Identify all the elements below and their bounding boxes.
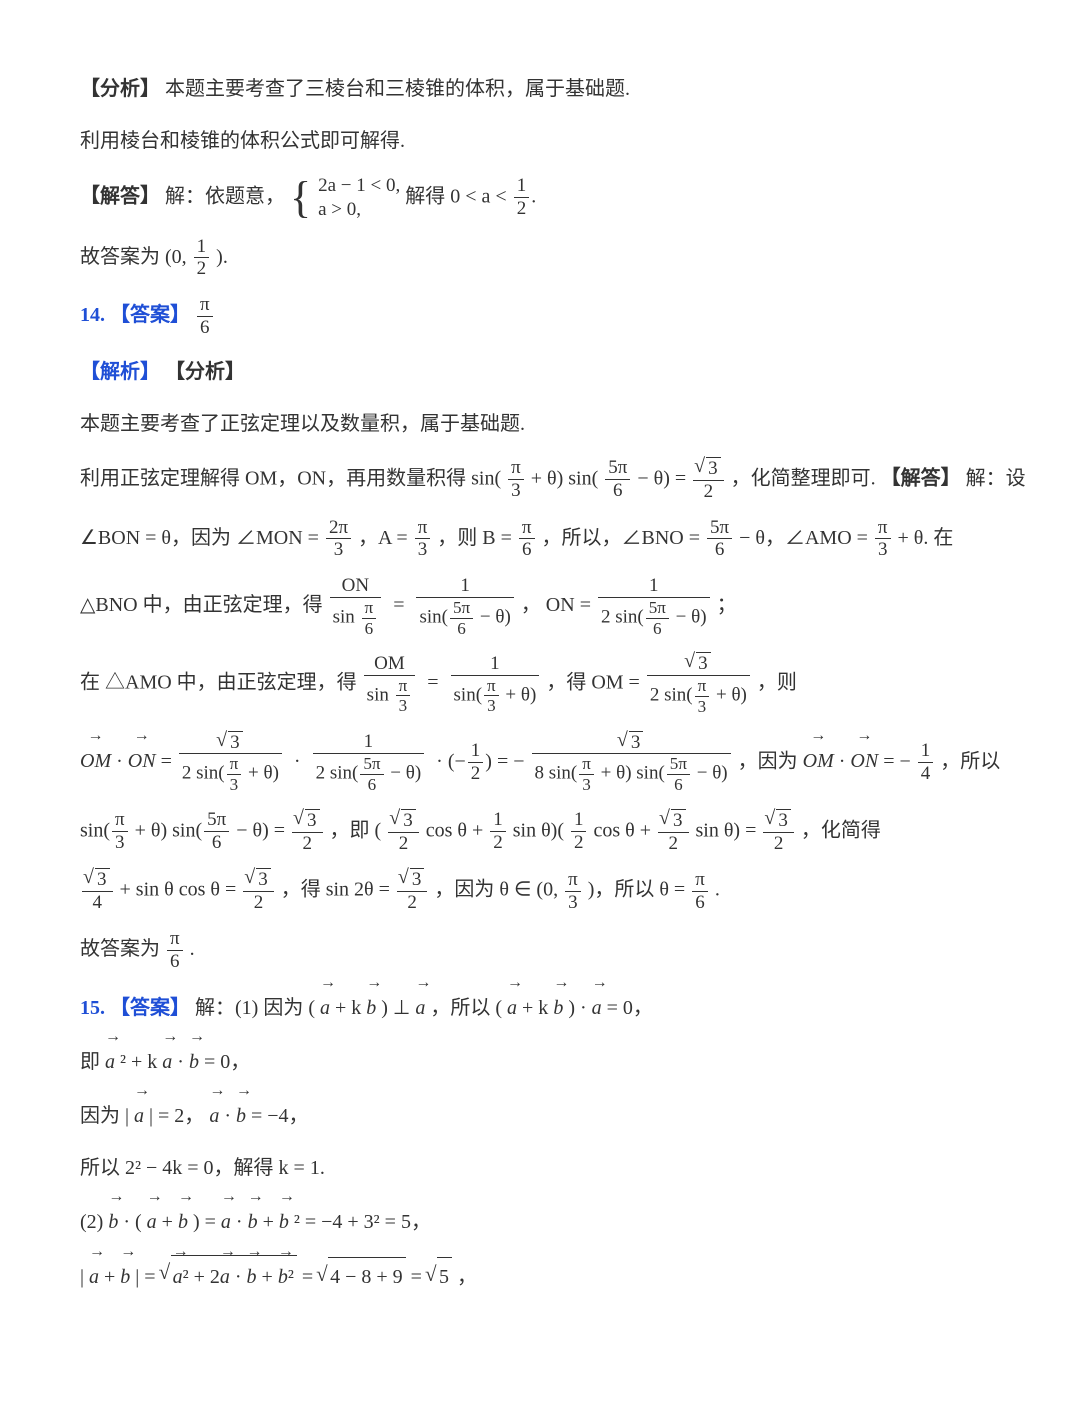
p-q14-answer: 14. 答案 π 6 xyxy=(80,294,1080,339)
p-8: △BNO 中，由正弦定理，得 ON sin π6 = 1 sin(5π6 − θ… xyxy=(80,575,1080,638)
t: ， ON = xyxy=(521,594,596,616)
p-12: 34 + sin θ cos θ = 32 ，得 sin 2θ = 32 ，因为… xyxy=(80,868,1080,914)
vec-OM: OM xyxy=(80,740,111,780)
label-answer-2: 答案 xyxy=(110,997,190,1019)
t: ∠BON = θ，因为 ∠MON = xyxy=(80,527,324,549)
text: 本题主要考查了正弦定理以及数量积，属于基础题. xyxy=(80,413,525,435)
text: 本题主要考查了三棱台和三棱锥的体积，属于基础题. xyxy=(165,78,630,100)
p-17: 所以 2² − 4k = 0，解得 k = 1. xyxy=(80,1149,1080,1187)
t: ，则 xyxy=(757,672,797,694)
t: ，A = xyxy=(358,527,413,549)
t: 在 △AMO 中，由正弦定理，得 xyxy=(80,672,362,694)
p-3: 解答 解：依题意， { 2a − 1 < 0, a > 0, 解得 0 < a … xyxy=(80,174,1080,222)
t: ，得 OM = xyxy=(546,672,645,694)
t: 利用正弦定理解得 OM，ON，再用数量积得 sin( xyxy=(80,467,501,489)
text: 故答案为 (0, xyxy=(80,245,192,267)
frac: 1 sin(5π6 − θ) xyxy=(414,575,515,638)
case-a: 2a − 1 < 0, xyxy=(318,174,400,198)
label-fenxi: 分析 xyxy=(80,78,160,100)
p-10: OM · ON = 3 2 sin(π3 + θ) · 1 2 sin(5π6 … xyxy=(80,731,1080,795)
p-11: sin(π3 + θ) sin(5π6 − θ) = 32 ，即 ( 32 co… xyxy=(80,809,1080,855)
t: + θ) sin( xyxy=(531,467,599,489)
brace: { xyxy=(290,176,313,220)
sqrt-big: a² + 2a · b + b² xyxy=(161,1255,297,1296)
label-analysis: 解析 xyxy=(80,361,160,383)
t: ，则 B = xyxy=(437,527,517,549)
t: − θ) = xyxy=(637,467,691,489)
p-16: 因为 | a | = 2， a · b = −4， xyxy=(80,1095,1080,1135)
case-b: a > 0, xyxy=(318,198,400,222)
t: ，化简整理即可. xyxy=(731,467,876,489)
text: 解：依题意， xyxy=(165,185,285,207)
p-5: 本题主要考查了正弦定理以及数量积，属于基础题. xyxy=(80,405,1080,443)
p-18: (2) b · ( a + b ) = a · b + b ² = −4 + 3… xyxy=(80,1201,1080,1241)
frac-pi6: π 6 xyxy=(195,294,215,339)
frac-half: 1 2 xyxy=(512,175,532,220)
5pi6: 5π6 xyxy=(603,457,632,502)
text: ). xyxy=(216,245,228,267)
frac: 1 2 sin(5π6 − θ) xyxy=(596,575,712,638)
text: 利用棱台和棱锥的体积公式即可解得. xyxy=(80,130,405,152)
pi3: π3 xyxy=(506,457,526,502)
p-q15: 15. 答案 解：(1) 因为 ( a + k b ) ⊥ a ，所以 ( a … xyxy=(80,987,1080,1027)
p-19: | a + b | = a² + 2a · b + b² = 4 − 8 + 9… xyxy=(80,1255,1080,1296)
p-2: 利用棱台和棱锥的体积公式即可解得. xyxy=(80,122,1080,160)
vec-ON: ON xyxy=(128,740,156,780)
label-jieda-2: 解答 xyxy=(881,467,961,489)
label-fenxi-2: 分析 xyxy=(165,361,245,383)
p-13: 故答案为 π6 . xyxy=(80,928,1080,973)
p-analysis-intro: 分析 本题主要考查了三棱台和三棱锥的体积，属于基础题. xyxy=(80,70,1080,108)
p-analysis-head: 解析 分析 xyxy=(80,353,1080,391)
t: + θ. 在 xyxy=(898,527,954,549)
sqrt3over2: 3 2 xyxy=(691,457,726,503)
text: 解得 0 < a < xyxy=(405,185,511,207)
label-answer: 答案 xyxy=(110,304,190,326)
p-9: 在 △AMO 中，由正弦定理，得 OM sin π3 = 1 sin(π3 + … xyxy=(80,652,1080,716)
qnum: 15. xyxy=(80,997,105,1019)
t: △BNO 中，由正弦定理，得 xyxy=(80,594,328,616)
frac-half-2: 1 2 xyxy=(192,236,212,281)
t: − θ，∠AMO = xyxy=(739,527,873,549)
p-7: ∠BON = θ，因为 ∠MON = 2π3 ，A = π3 ，则 B = π6… xyxy=(80,517,1080,562)
t: ； xyxy=(717,594,737,616)
t: ，所以，∠BNO = xyxy=(542,527,706,549)
label-jieda: 解答 xyxy=(80,185,160,207)
p-15: 即 a ² + k a · b = 0， xyxy=(80,1041,1080,1081)
t: 解：设 xyxy=(966,467,1026,489)
cases: 2a − 1 < 0, a > 0, xyxy=(318,174,400,222)
p-6: 利用正弦定理解得 OM，ON，再用数量积得 sin( π3 + θ) sin( … xyxy=(80,457,1080,503)
frac: ON sin π6 xyxy=(328,575,384,638)
p-4: 故答案为 (0, 1 2 ). xyxy=(80,236,1080,281)
qnum: 14. xyxy=(80,304,105,326)
